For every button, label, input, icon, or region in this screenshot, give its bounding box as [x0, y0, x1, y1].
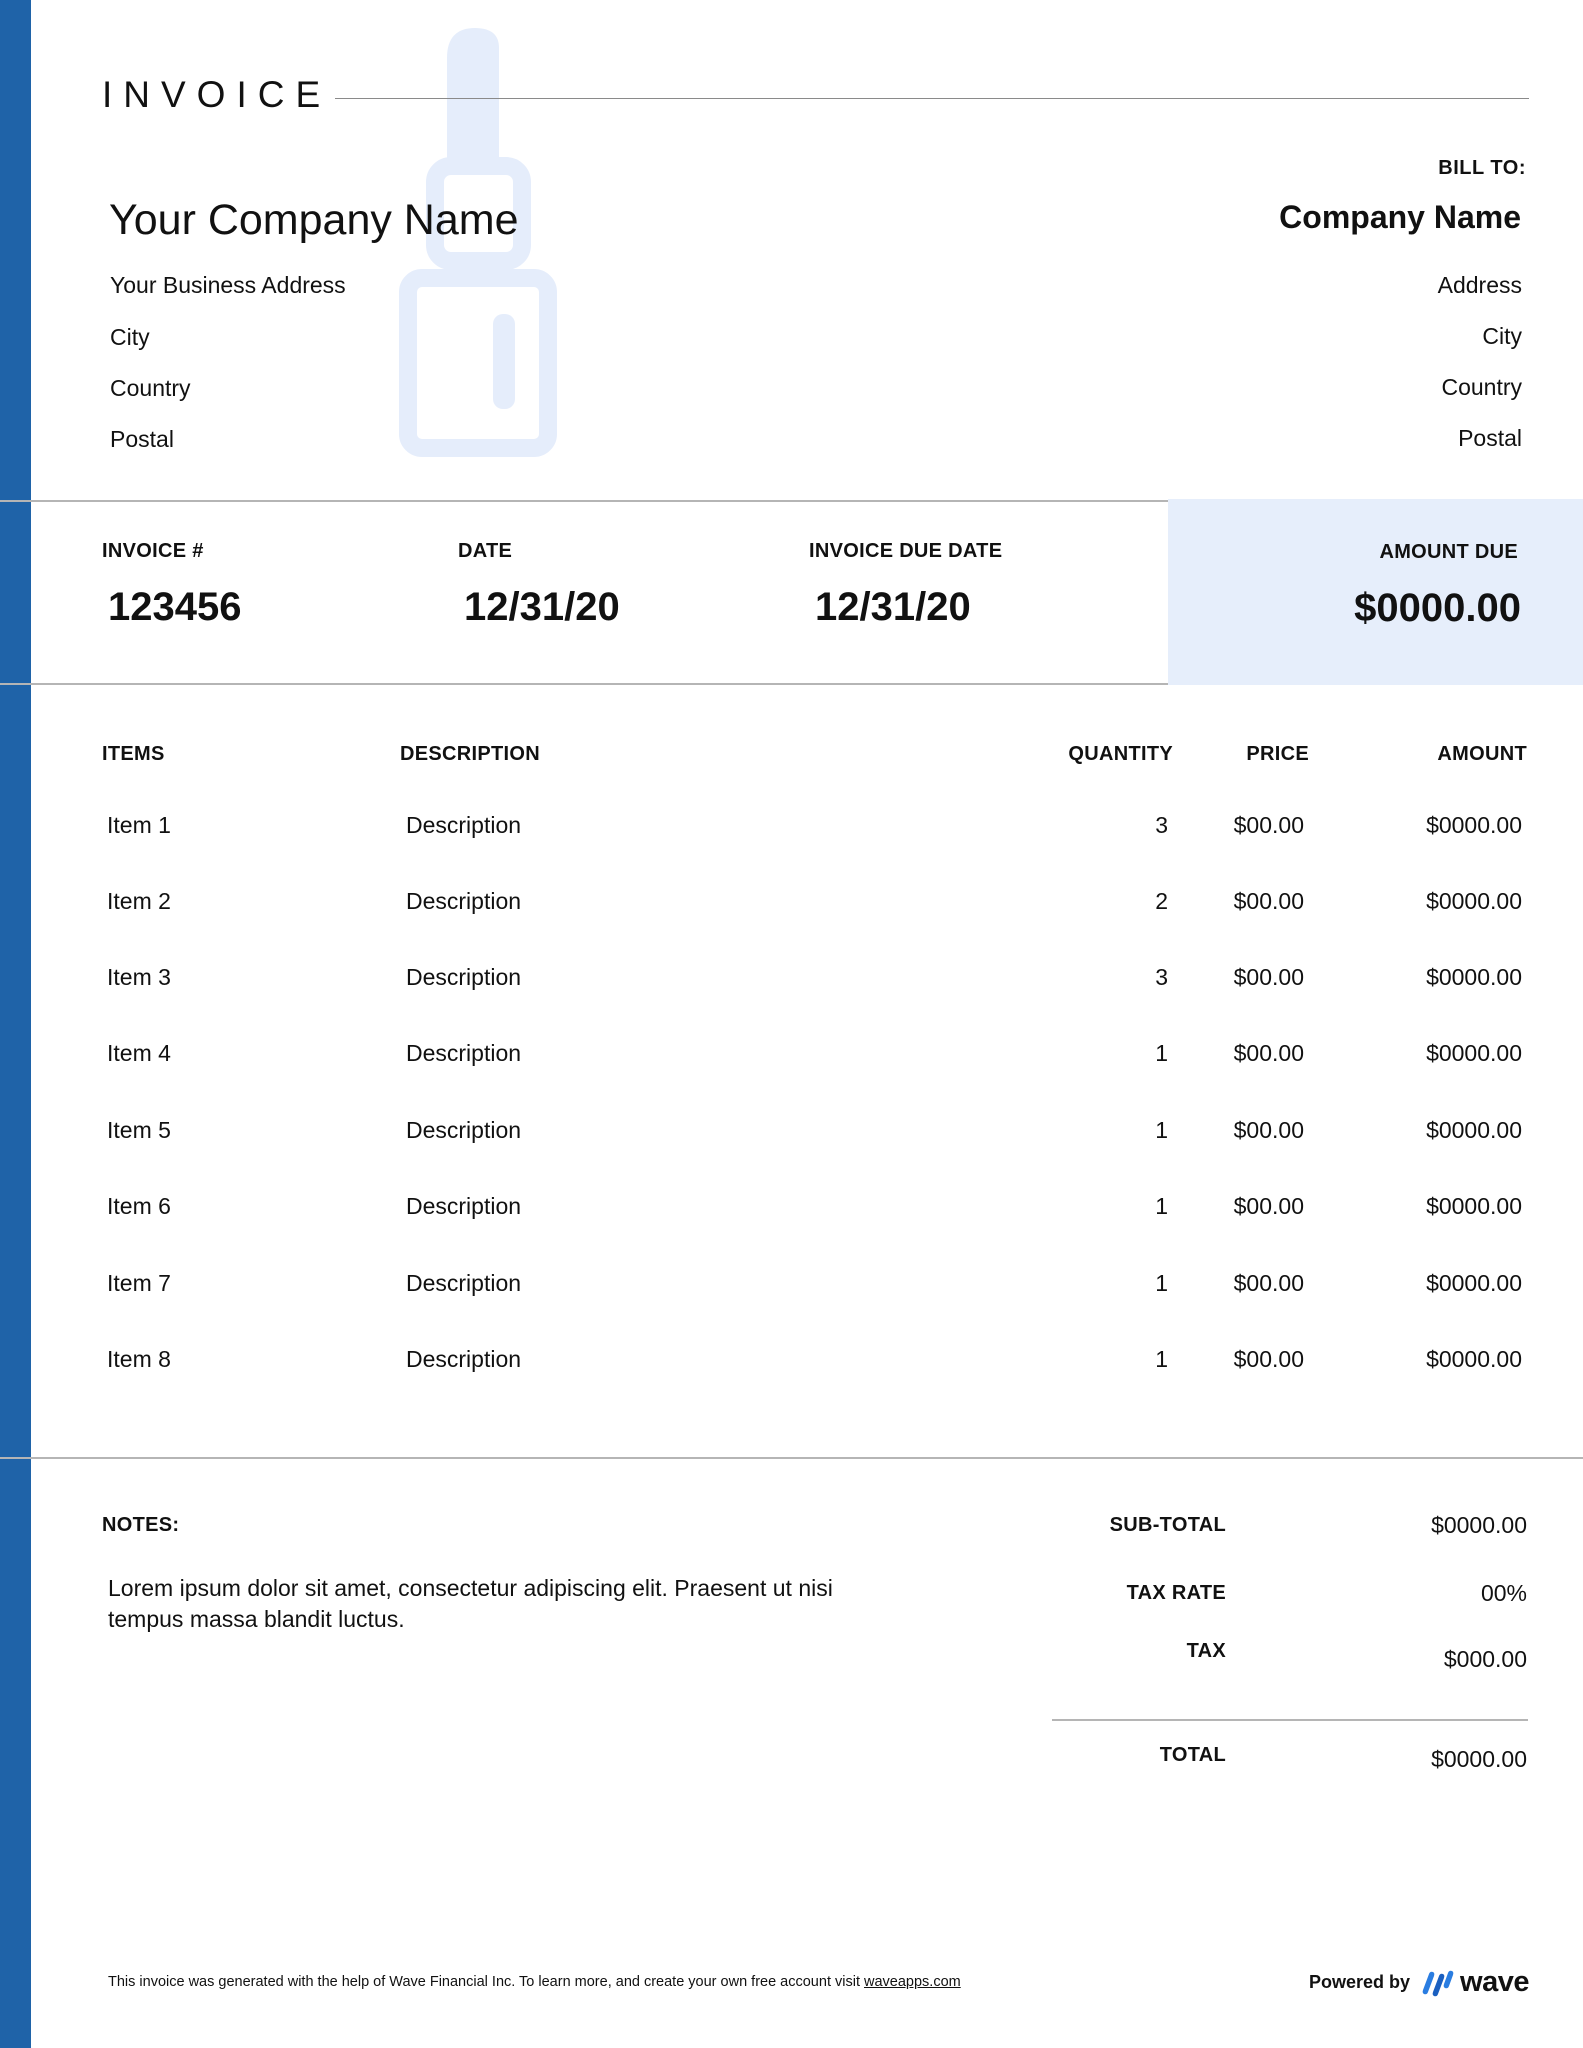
tax-rate-value: 00% [1480, 1580, 1527, 1606]
column-header-amount: AMOUNT [1437, 743, 1527, 765]
accent-sidebar [0, 0, 31, 2048]
table-row: Item 4 Description 1 $00.00 $0000.00 [0, 1040, 1583, 1080]
table-row: Item 6 Description 1 $00.00 $0000.00 [0, 1193, 1583, 1233]
item-name: Item 2 [107, 888, 171, 914]
table-row: Item 2 Description 2 $00.00 $0000.00 [0, 888, 1583, 928]
items-bottom-divider [0, 1457, 1583, 1459]
client-country: Country [1441, 374, 1522, 400]
item-name: Item 6 [107, 1193, 171, 1219]
title-divider [335, 98, 1529, 99]
invoice-date: 12/31/20 [464, 585, 620, 629]
total-value: $0000.00 [1431, 1746, 1527, 1772]
item-name: Item 3 [107, 964, 171, 990]
wave-logo-icon [1422, 1970, 1454, 1996]
item-description: Description [406, 1270, 522, 1296]
item-name: Item 4 [107, 1040, 171, 1066]
column-header-quantity: QUANTITY [1068, 743, 1173, 765]
item-quantity: 1 [1155, 1346, 1168, 1372]
item-name: Item 8 [107, 1346, 171, 1372]
item-quantity: 1 [1155, 1040, 1168, 1066]
sender-postal: Postal [110, 426, 174, 452]
item-amount: $0000.00 [1426, 1193, 1522, 1219]
item-name: Item 1 [107, 812, 171, 838]
client-address: Address [1437, 272, 1522, 298]
tax-value: $000.00 [1443, 1646, 1527, 1672]
notes-text: Lorem ipsum dolor sit amet, consectetur … [108, 1575, 833, 1632]
item-description: Description [406, 964, 522, 990]
column-header-price: PRICE [1246, 743, 1309, 765]
table-row: Item 8 Description 1 $00.00 $0000.00 [0, 1346, 1583, 1386]
total-divider [1052, 1719, 1528, 1721]
client-postal: Postal [1458, 425, 1522, 451]
item-description: Description [406, 1040, 522, 1066]
amount-due-value: $0000.00 [1354, 586, 1521, 630]
waveapps-link[interactable]: waveapps.com [864, 1974, 961, 1990]
item-description: Description [406, 1193, 522, 1219]
table-row: Item 3 Description 3 $00.00 $0000.00 [0, 964, 1583, 1004]
table-row: Item 1 Description 3 $00.00 $0000.00 [0, 812, 1583, 852]
column-header-description: DESCRIPTION [400, 743, 540, 765]
table-row: Item 7 Description 1 $00.00 $0000.00 [0, 1270, 1583, 1310]
subtotal-value: $0000.00 [1431, 1512, 1527, 1538]
footer-note-text: This invoice was generated with the help… [108, 1974, 860, 1990]
table-row: Item 5 Description 1 $00.00 $0000.00 [0, 1117, 1583, 1157]
item-name: Item 7 [107, 1270, 171, 1296]
invoice-number-label: INVOICE # [102, 540, 204, 562]
item-price: $00.00 [1233, 1193, 1304, 1219]
item-amount: $0000.00 [1426, 1117, 1522, 1143]
item-quantity: 1 [1155, 1270, 1168, 1296]
item-amount: $0000.00 [1426, 1346, 1522, 1372]
due-date-label: INVOICE DUE DATE [809, 540, 1003, 562]
tax-label: TAX [1186, 1640, 1226, 1662]
item-price: $00.00 [1233, 1346, 1304, 1372]
item-quantity: 2 [1155, 888, 1168, 914]
sender-address: Your Business Address [110, 272, 346, 298]
wave-logo-wordmark: wave [1460, 1966, 1529, 1998]
invoice-date-label: DATE [458, 540, 513, 562]
item-amount: $0000.00 [1426, 812, 1522, 838]
item-price: $00.00 [1233, 964, 1304, 990]
item-quantity: 3 [1155, 812, 1168, 838]
notes-label: NOTES: [102, 1514, 180, 1536]
subtotal-label: SUB-TOTAL [1109, 1514, 1226, 1536]
total-label: TOTAL [1159, 1744, 1226, 1766]
item-price: $00.00 [1233, 1270, 1304, 1296]
item-amount: $0000.00 [1426, 964, 1522, 990]
amount-due-panel: AMOUNT DUE $0000.00 [1168, 499, 1583, 685]
item-price: $00.00 [1233, 812, 1304, 838]
bill-to-label: BILL TO: [1438, 157, 1526, 179]
powered-by-wave: Powered by wave [1309, 1966, 1529, 1999]
item-quantity: 1 [1155, 1117, 1168, 1143]
lipstick-watermark-icon [399, 28, 557, 457]
sender-country: Country [110, 375, 191, 401]
item-description: Description [406, 888, 522, 914]
client-company-name: Company Name [1279, 199, 1521, 235]
item-amount: $0000.00 [1426, 1040, 1522, 1066]
item-quantity: 3 [1155, 964, 1168, 990]
tax-rate-label: TAX RATE [1126, 1582, 1226, 1604]
due-date: 12/31/20 [815, 585, 971, 629]
item-description: Description [406, 812, 522, 838]
column-header-items: ITEMS [102, 743, 165, 765]
footer-note: This invoice was generated with the help… [108, 1974, 961, 1990]
item-quantity: 1 [1155, 1193, 1168, 1219]
item-price: $00.00 [1233, 888, 1304, 914]
amount-due-label: AMOUNT DUE [1379, 541, 1518, 563]
item-amount: $0000.00 [1426, 888, 1522, 914]
client-city: City [1482, 323, 1522, 349]
sender-company-name: Your Company Name [109, 196, 519, 244]
item-description: Description [406, 1346, 522, 1372]
sender-city: City [110, 324, 150, 350]
document-title: INVOICE [102, 74, 332, 115]
item-amount: $0000.00 [1426, 1270, 1522, 1296]
item-price: $00.00 [1233, 1117, 1304, 1143]
powered-by-label: Powered by [1309, 1972, 1411, 1992]
item-description: Description [406, 1117, 522, 1143]
invoice-number: 123456 [108, 585, 242, 629]
meta-top-divider [0, 500, 1168, 502]
meta-bottom-divider [0, 683, 1168, 685]
item-name: Item 5 [107, 1117, 171, 1143]
item-price: $00.00 [1233, 1040, 1304, 1066]
wave-logo: wave [1420, 1966, 1529, 1999]
